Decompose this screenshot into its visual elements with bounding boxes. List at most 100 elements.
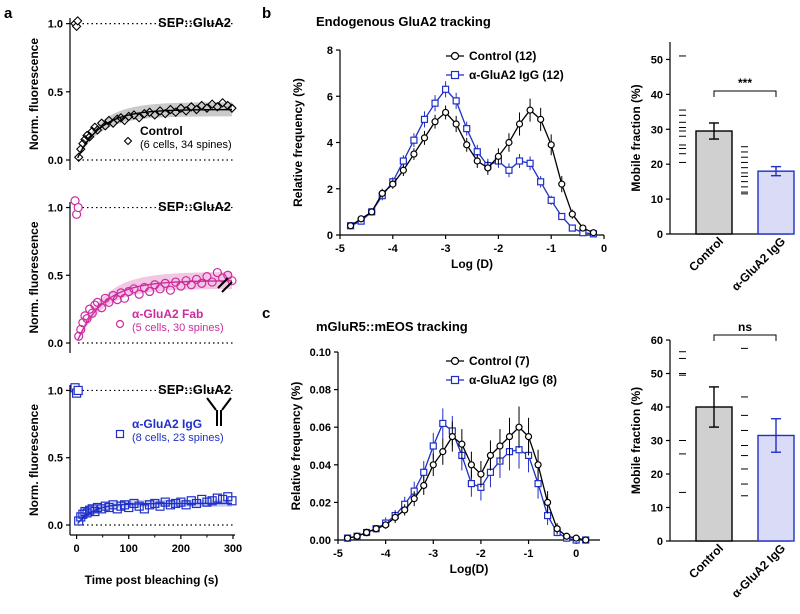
chart-c1-point (362, 528, 371, 537)
chart-a1-pre-point (71, 21, 82, 32)
chart-a1-point (96, 118, 107, 128)
chart-b2-category-label: Control (686, 234, 726, 274)
chart-a1-ytick-label: 1.0 (48, 19, 63, 31)
chart-c1-point (543, 498, 552, 506)
chart-a1-point (155, 106, 165, 116)
chart-c1-point (458, 440, 466, 448)
chart-c1-point (505, 433, 514, 441)
chart-c1-ytick-label: 0.02 (310, 497, 331, 509)
chart-a2-point (74, 331, 84, 341)
chart-b1-point (494, 152, 502, 160)
chart-a1-point (150, 110, 160, 120)
chart-b1-point (547, 141, 555, 149)
chart-a1-point (116, 112, 126, 123)
chart-c1-legend-marker (450, 356, 460, 366)
chart-a2-point (227, 276, 237, 286)
chart-b1-point (389, 180, 397, 188)
chart-b1-point (526, 159, 534, 167)
chart-b2-ytick-label: 50 (651, 54, 663, 66)
chart-b1-point (547, 196, 555, 204)
chart-c1-point (467, 480, 475, 488)
chart-b2-bar (695, 130, 733, 235)
chart-a1-legend-marker (123, 136, 133, 146)
chart-c1-title: mGluR5::mEOS tracking (316, 319, 468, 334)
chart-a1-point (186, 102, 197, 112)
chart-c1-point (420, 481, 428, 490)
chart-a1-pre-point (72, 16, 83, 26)
chart-a3-point (202, 497, 212, 507)
chart-b1-ytick-label: 8 (327, 45, 333, 57)
chart-a2-point (202, 272, 212, 282)
chart-b1-point (579, 224, 587, 232)
chart-a3-point (197, 494, 207, 505)
chart-a1-point (227, 103, 237, 113)
chart-b1-ylabel: Relative frequency (%) (291, 78, 305, 207)
chart-c1-point (515, 423, 523, 431)
chart-b1-point (505, 138, 513, 147)
chart-a1-point (212, 102, 223, 112)
chart-c1-point (563, 532, 571, 540)
chart-a2-ytick-label: 0.5 (48, 270, 63, 282)
chart-b1-point (368, 208, 376, 216)
chart-c2-category-label: α-GluA2 IgG (729, 541, 788, 600)
panel-label-c: c (262, 305, 270, 322)
chart-b1-point (442, 85, 450, 93)
chart-a1-point (134, 112, 144, 123)
chart-a1-point (181, 106, 191, 116)
chart-b1-xtick-label: -3 (441, 243, 451, 255)
chart-a1-point (165, 104, 176, 115)
chart-b1-point (526, 106, 534, 114)
chart-a2-point (76, 324, 86, 335)
chart-a2-point (104, 297, 114, 307)
chart-b1-point (484, 164, 492, 172)
chart-a1-point (176, 103, 186, 113)
chart-a1-point (100, 121, 111, 131)
chart-a2-point (129, 284, 139, 294)
chart-c2-ytick-label: 30 (651, 436, 663, 448)
chart-c1-point (448, 433, 456, 441)
chart-b1-point (568, 210, 576, 218)
chart-a2-point (124, 286, 134, 297)
chart-a2-legend-marker (115, 319, 125, 329)
chart-b2-ytick-label: 40 (651, 89, 663, 101)
chart-a1-point (112, 114, 123, 124)
chart-b1-title: Endogenous GluA2 tracking (316, 14, 491, 29)
chart-a3-point (207, 496, 217, 506)
chart-c2-bar (695, 406, 733, 542)
chart-b1-point (399, 157, 407, 165)
chart-a2-point (207, 277, 217, 287)
chart-b1-xtick-label: 0 (601, 243, 607, 255)
chart-c1-point (372, 525, 380, 533)
fab-fragment-icon (221, 281, 233, 293)
chart-a3-point (87, 504, 97, 514)
chart-a3-legend-label: α-GluA2 IgG (132, 417, 202, 431)
chart-b1-point (346, 222, 355, 230)
chart-a2-point (212, 267, 222, 278)
chart-b1-point (515, 157, 524, 165)
chart-a2-ytick-label: 0.0 (48, 338, 63, 350)
chart-c1-point (429, 461, 437, 469)
chart-b2-significance-bracket (713, 90, 777, 97)
chart-b2-ytick-label: 0 (657, 229, 663, 241)
chart-a2-point (119, 293, 130, 303)
chart-a1-point (223, 100, 233, 111)
chart-b1-point (515, 120, 524, 128)
chart-c1-point (534, 480, 542, 488)
chart-a1-point (144, 107, 155, 118)
chart-c1-point (391, 513, 399, 522)
chart-b1-xtick-label: -1 (546, 243, 556, 255)
chart-a2-point (87, 308, 97, 318)
chart-c1-point (343, 534, 352, 542)
chart-a1-title: SEP::GluA2 (158, 15, 231, 30)
chart-a1-ytick-label: 0.5 (48, 87, 63, 99)
chart-a2-fit-band (77, 272, 232, 342)
chart-a3-point (212, 493, 222, 503)
chart-a3-xlabel: Time post bleaching (s) (85, 573, 219, 587)
chart-b1-point (431, 118, 439, 126)
chart-c1-legend-label: α-GluA2 IgG (8) (469, 373, 557, 387)
chart-a3-point (144, 500, 155, 510)
chart-c2-ytick-label: 0 (657, 536, 663, 548)
chart-c1-point (401, 506, 409, 514)
